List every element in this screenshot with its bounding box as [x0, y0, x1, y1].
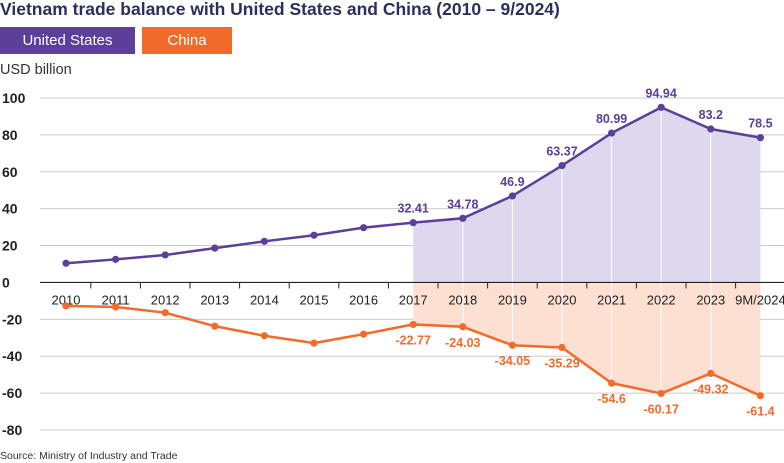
y-tick-label: 20 [2, 238, 18, 254]
x-tick-label: 2016 [349, 292, 378, 307]
y-tick-label: 80 [2, 127, 18, 143]
us-data-label: 63.37 [546, 145, 577, 159]
x-tick-label: 2013 [200, 292, 229, 307]
china-data-label: -35.29 [544, 357, 579, 371]
china-data-point [310, 339, 318, 347]
us-data-label: 32.41 [398, 202, 429, 216]
us-data-label: 94.94 [646, 86, 677, 100]
x-tick-label: 2022 [647, 292, 676, 307]
china-data-point [459, 323, 467, 331]
china-data-label: -54.6 [597, 392, 626, 406]
x-tick-label: 2023 [696, 292, 725, 307]
china-data-label: -34.05 [495, 354, 530, 368]
china-data-point [707, 369, 715, 378]
source-note: Source: Ministry of Industry and Trade [0, 450, 178, 462]
x-tick-label: 2018 [448, 292, 477, 307]
x-tick-label: 2012 [151, 292, 180, 307]
us-data-label: 80.99 [596, 112, 627, 126]
china-data-label: -22.77 [395, 333, 430, 347]
us-data-point [608, 129, 616, 137]
us-data-point [310, 231, 318, 239]
china-data-point [508, 341, 516, 349]
x-tick-label: 2010 [52, 292, 81, 307]
us-data-point [211, 244, 219, 252]
us-data-point [756, 134, 765, 142]
x-tick-label: 2021 [597, 292, 626, 307]
us-data-point [558, 161, 566, 170]
us-data-point [62, 259, 70, 267]
china-data-label: -61.4 [746, 405, 775, 419]
us-data-point [260, 237, 268, 245]
us-data-point [459, 214, 467, 222]
us-data-point [707, 125, 715, 133]
us-data-point [112, 255, 120, 263]
x-tick-label: 2011 [102, 292, 130, 307]
y-tick-label: 0 [2, 274, 10, 290]
y-tick-label: -80 [2, 422, 22, 438]
y-tick-label: -40 [2, 348, 22, 364]
x-tick-label: 2015 [300, 292, 329, 307]
y-tick-label: 60 [2, 164, 18, 180]
x-tick-label: 2017 [399, 292, 428, 307]
y-tick-label: 100 [2, 90, 26, 106]
china-data-label: -24.03 [445, 336, 480, 350]
china-data-point [161, 309, 169, 317]
y-tick-label: -60 [2, 385, 22, 401]
china-data-point [112, 303, 120, 311]
china-data-point [657, 389, 665, 398]
china-data-point [558, 343, 566, 352]
y-tick-label: -20 [2, 311, 22, 327]
china-data-point [211, 322, 219, 330]
us-data-label: 34.78 [447, 197, 478, 211]
china-data-point [260, 332, 268, 340]
us-data-point [409, 219, 417, 227]
x-tick-label: 2020 [548, 292, 577, 307]
china-data-point [756, 392, 765, 400]
us-data-point [508, 192, 516, 200]
us-data-label: 78.5 [748, 117, 772, 131]
china-data-label: -49.32 [693, 382, 728, 396]
china-data-point [409, 320, 417, 329]
y-axis-unit-label: USD billion [0, 62, 72, 78]
us-data-label: 46.9 [500, 175, 524, 189]
us-data-point [161, 251, 169, 259]
us-shaded-area [413, 107, 761, 283]
legend-united-states[interactable]: United States [0, 27, 135, 54]
us-data-label: 83.2 [699, 108, 723, 122]
china-data-point [360, 330, 368, 338]
us-data-point [657, 103, 665, 111]
chart-title: Vietnam trade balance with United States… [0, 0, 560, 19]
china-shaded-area [413, 282, 761, 396]
us-data-point [360, 224, 368, 232]
china-data-point [62, 302, 70, 310]
china-data-label: -60.17 [643, 402, 678, 416]
legend-china[interactable]: China [142, 27, 232, 54]
china-data-point [608, 379, 616, 387]
y-tick-label: 40 [2, 201, 18, 217]
x-tick-label: 2014 [250, 292, 279, 307]
x-tick-label: 2019 [498, 292, 527, 307]
x-tick-label: 9M/2024 [735, 292, 784, 307]
